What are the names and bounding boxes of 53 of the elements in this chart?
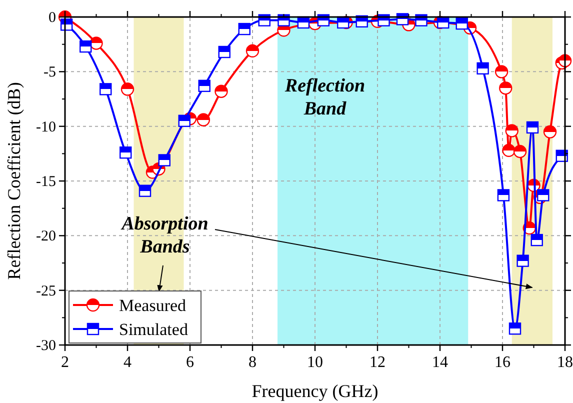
point <box>415 14 428 26</box>
point <box>456 17 468 30</box>
x-tick-label: 8 <box>248 354 256 371</box>
point <box>238 22 250 36</box>
point <box>278 14 290 26</box>
point <box>120 146 132 159</box>
point <box>100 83 112 96</box>
point <box>530 234 543 246</box>
annotation: Absorption Bands <box>120 213 208 258</box>
x-tick-label: 2 <box>61 354 69 371</box>
point <box>378 14 390 26</box>
x-tick-label: 6 <box>186 354 194 371</box>
x-tick-label: 16 <box>494 354 510 371</box>
point <box>80 40 92 53</box>
y-tick-label: -30 <box>36 338 56 354</box>
y-tick-label: -25 <box>36 283 56 300</box>
point <box>543 125 557 138</box>
point <box>198 80 210 92</box>
y-tick-label: -5 <box>44 64 56 81</box>
y-tick-label: -20 <box>36 228 56 245</box>
point <box>526 121 539 134</box>
point <box>505 124 518 138</box>
point <box>476 62 489 74</box>
y-axis-title: Reflection Coefficient (dB) <box>4 82 24 280</box>
y-tick-label: 0 <box>48 10 56 26</box>
point <box>497 189 510 202</box>
x-tick-label: 18 <box>557 354 573 371</box>
point <box>158 154 170 166</box>
y-tick-label: -10 <box>36 119 56 136</box>
point <box>178 114 190 127</box>
legend-label: Measured <box>119 296 187 315</box>
point <box>499 81 512 95</box>
legend-label: Simulated <box>119 320 188 339</box>
point <box>516 254 529 267</box>
x-tick-label: 14 <box>432 354 448 371</box>
y-tick-label: -15 <box>36 174 56 190</box>
point <box>494 65 508 78</box>
x-tick-label: 12 <box>370 354 386 371</box>
point <box>90 36 103 50</box>
point <box>196 113 210 126</box>
point <box>513 144 527 158</box>
annotation: Reflection Band <box>284 76 366 120</box>
x-tick-label: 4 <box>124 354 132 371</box>
point <box>246 44 260 58</box>
x-axis-title: Frequency (GHz) <box>252 381 378 401</box>
point <box>218 46 230 58</box>
point <box>120 82 134 96</box>
point <box>214 84 228 98</box>
x-tick-label: 10 <box>307 354 323 371</box>
point <box>537 189 550 202</box>
point <box>502 144 516 157</box>
point <box>508 322 522 335</box>
point <box>138 184 152 197</box>
